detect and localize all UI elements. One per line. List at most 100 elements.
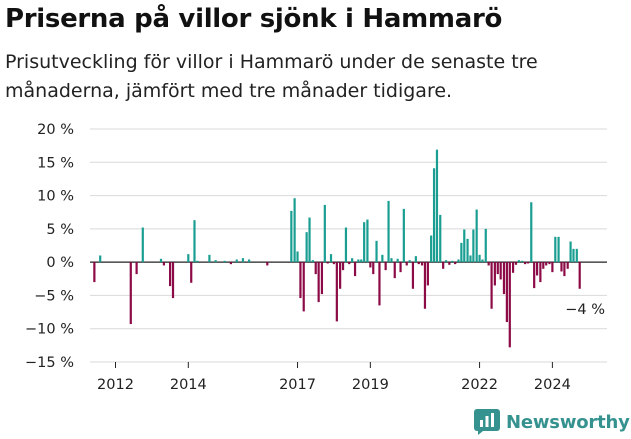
bar xyxy=(481,259,484,263)
newsworthy-brand: Newsworthy xyxy=(474,408,630,436)
bar xyxy=(496,262,499,275)
bar xyxy=(372,262,375,275)
bar xyxy=(536,262,539,276)
y-axis: 20 % 15 % 10 % 5 % 0 % −5 % −10 % −15 % xyxy=(25,122,74,371)
bar xyxy=(457,259,460,263)
bar xyxy=(493,262,496,286)
bar xyxy=(339,262,342,289)
bar xyxy=(335,262,338,322)
bar xyxy=(542,262,545,269)
y-tick-label: −15 % xyxy=(25,355,74,371)
bar xyxy=(311,260,314,263)
bar xyxy=(530,202,533,263)
bar xyxy=(171,262,175,299)
bar xyxy=(299,262,302,299)
bar xyxy=(266,262,269,266)
bar xyxy=(169,262,172,287)
bar xyxy=(499,262,502,280)
bar xyxy=(363,222,366,263)
bar xyxy=(566,262,569,269)
bar xyxy=(560,262,563,272)
x-tick-label: 2014 xyxy=(170,377,207,393)
bar xyxy=(472,229,475,263)
bar xyxy=(329,254,333,263)
gridlines xyxy=(90,128,607,363)
bar xyxy=(533,262,536,289)
x-axis: 2012 2014 2017 2019 2022 2024 xyxy=(97,362,571,393)
bar xyxy=(135,262,138,275)
latest-value-annotation: −4 % xyxy=(565,302,605,318)
bar xyxy=(357,259,360,263)
bar xyxy=(557,236,560,263)
bar xyxy=(551,262,554,273)
bar xyxy=(193,220,196,263)
bar xyxy=(162,262,166,266)
bar xyxy=(426,262,429,286)
bar xyxy=(423,262,427,309)
bar xyxy=(430,235,433,263)
bar xyxy=(563,262,566,277)
bar xyxy=(375,240,378,263)
bars xyxy=(93,149,581,348)
bar xyxy=(360,259,363,263)
bar xyxy=(442,262,445,269)
y-tick-label: 0 % xyxy=(46,255,74,271)
bar xyxy=(320,262,324,295)
x-tick-label: 2019 xyxy=(352,377,389,393)
bar xyxy=(317,262,320,303)
bar xyxy=(93,262,96,283)
bar xyxy=(323,204,326,263)
bar xyxy=(539,262,542,283)
bar xyxy=(344,227,348,263)
bar xyxy=(444,260,448,263)
bar xyxy=(305,232,308,263)
bar xyxy=(514,262,518,265)
bar xyxy=(411,262,415,289)
bar xyxy=(420,262,424,266)
bar xyxy=(569,241,572,263)
bar xyxy=(369,262,372,268)
bar xyxy=(141,227,144,263)
bar xyxy=(235,259,238,263)
bar xyxy=(248,259,251,263)
x-tick-label: 2022 xyxy=(461,377,498,393)
bar xyxy=(463,229,466,263)
bar xyxy=(296,251,299,263)
bar xyxy=(545,262,548,266)
bar xyxy=(353,262,357,277)
bar xyxy=(432,168,436,263)
bar xyxy=(348,262,351,265)
bar xyxy=(405,262,408,266)
bar xyxy=(384,262,387,271)
bar xyxy=(523,262,527,265)
y-tick-label: −10 % xyxy=(25,322,74,338)
bar xyxy=(381,254,384,263)
bar xyxy=(451,260,454,263)
bar xyxy=(308,217,311,263)
newsworthy-logo-icon xyxy=(474,409,500,435)
bar xyxy=(487,262,490,266)
bar xyxy=(554,236,557,263)
bar xyxy=(159,258,163,263)
bar xyxy=(469,255,472,263)
bar xyxy=(208,254,211,263)
bar xyxy=(526,262,530,264)
bar xyxy=(408,260,411,263)
y-tick-label: 15 % xyxy=(37,155,74,171)
bar xyxy=(478,254,481,263)
x-tick-label: 2017 xyxy=(279,377,316,393)
bar xyxy=(505,262,508,323)
bar xyxy=(575,248,578,263)
bar xyxy=(460,242,463,263)
bar xyxy=(414,256,417,263)
chart-title: Priserna på villor sjönk i Hammarö xyxy=(5,4,503,34)
bar xyxy=(466,238,469,263)
brand-name: Newsworthy xyxy=(506,411,630,433)
bar xyxy=(351,258,354,263)
bar xyxy=(399,262,402,273)
bar xyxy=(393,262,396,279)
bar xyxy=(439,214,442,263)
bar xyxy=(396,258,399,263)
bar xyxy=(290,210,293,263)
bar xyxy=(484,228,487,263)
